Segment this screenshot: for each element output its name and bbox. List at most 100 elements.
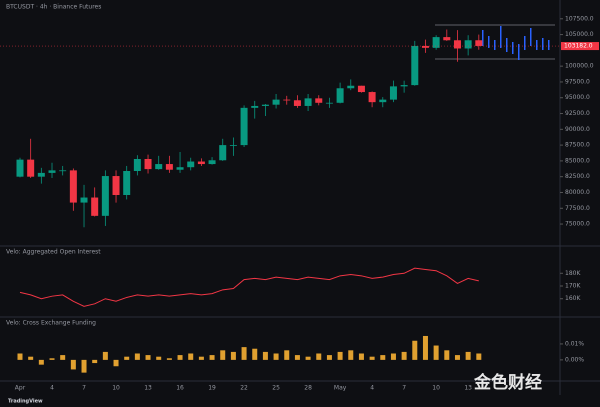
bar xyxy=(284,350,290,360)
bar xyxy=(305,356,311,360)
x-tick-label: 10 xyxy=(112,385,120,392)
price-label: 103182.0 xyxy=(564,43,593,50)
bar xyxy=(177,355,183,360)
logo: TradingView xyxy=(8,399,43,405)
bar xyxy=(262,351,268,360)
bar xyxy=(348,350,354,360)
bar xyxy=(166,358,172,360)
bar xyxy=(337,351,343,360)
x-tick-label: 13 xyxy=(464,385,472,392)
bar xyxy=(113,359,119,367)
y-tick-label: 107500.0 xyxy=(565,15,594,22)
candle-body xyxy=(155,164,163,170)
candle-body xyxy=(187,161,195,168)
candle-body xyxy=(80,197,88,203)
y-tick-label: 0.01% xyxy=(565,340,584,347)
y-tick-label: 85000.0 xyxy=(565,157,590,164)
candle-body xyxy=(283,99,291,101)
x-tick-label: Apr xyxy=(15,385,26,392)
candle-body xyxy=(475,40,483,46)
candle-body xyxy=(293,100,301,106)
bar xyxy=(412,340,418,360)
bottom-bar xyxy=(0,395,600,407)
y-tick-label: 100000.0 xyxy=(565,63,594,70)
y-tick-label: 75000.0 xyxy=(565,221,590,228)
candle-body xyxy=(304,98,312,106)
y-tick-label: 180K xyxy=(565,270,581,277)
candle-body xyxy=(400,85,408,87)
bar xyxy=(390,353,396,360)
bar xyxy=(17,353,23,360)
candle-body xyxy=(432,37,440,48)
bar xyxy=(230,351,236,360)
candle-body xyxy=(421,45,429,48)
pane-title: BTCUSDT · 4h · Binance Futures xyxy=(6,4,101,11)
x-tick-label: 25 xyxy=(272,385,280,392)
candle-body xyxy=(16,159,24,177)
pane-title: Velo: Aggregated Open Interest xyxy=(6,249,101,256)
y-tick-label: 77500.0 xyxy=(565,205,590,212)
x-tick-label: 13 xyxy=(144,385,152,392)
candle-body xyxy=(37,172,45,177)
bar xyxy=(134,353,140,360)
y-tick-label: 92500.0 xyxy=(565,110,590,117)
candle-body xyxy=(229,145,237,146)
x-tick-label: 28 xyxy=(304,385,312,392)
x-tick-label: 16 xyxy=(176,385,184,392)
candle-body xyxy=(379,99,387,103)
y-tick-label: 80000.0 xyxy=(565,189,590,196)
bar xyxy=(81,359,87,373)
candle-body xyxy=(176,167,184,170)
candle-body xyxy=(27,159,35,177)
candle-body xyxy=(325,102,333,104)
candle-body xyxy=(208,160,216,165)
bar xyxy=(401,351,407,360)
x-tick-label: 7 xyxy=(402,385,406,392)
candle-body xyxy=(112,176,120,195)
bar xyxy=(198,356,204,360)
bar xyxy=(38,359,44,365)
bar xyxy=(294,355,300,360)
x-tick-label: May xyxy=(334,385,347,392)
candle-body xyxy=(315,98,323,103)
candle-body xyxy=(357,85,365,93)
bar xyxy=(273,353,279,360)
y-tick-label: 160K xyxy=(565,295,581,302)
bar xyxy=(444,350,450,360)
x-tick-label: 4 xyxy=(370,385,374,392)
candle-body xyxy=(251,105,259,108)
y-tick-label: 95000.0 xyxy=(565,94,590,101)
candle-body xyxy=(144,159,152,170)
x-tick-label: 19 xyxy=(208,385,216,392)
bar xyxy=(145,355,151,360)
bar xyxy=(241,347,247,360)
bar xyxy=(326,355,332,360)
candle-body xyxy=(69,170,77,203)
bar xyxy=(369,356,375,360)
candle-body xyxy=(123,171,131,195)
candle-body xyxy=(219,145,227,161)
bar xyxy=(220,350,226,360)
candle-body xyxy=(411,45,419,86)
price-label-box xyxy=(561,42,599,51)
y-tick-label: 90000.0 xyxy=(565,126,590,133)
candle-body xyxy=(197,161,205,165)
bar xyxy=(188,353,194,360)
y-tick-label: 87500.0 xyxy=(565,142,590,149)
x-tick-label: 4 xyxy=(50,385,54,392)
y-tick-label: 170K xyxy=(565,283,581,290)
bar xyxy=(102,351,108,360)
candle-body xyxy=(133,159,141,171)
watermark: 金色财经 xyxy=(473,372,542,393)
candle-body xyxy=(272,99,280,105)
candle-body xyxy=(59,170,67,172)
candle-body xyxy=(368,92,376,103)
bar xyxy=(454,355,460,360)
bar xyxy=(156,356,162,360)
bar xyxy=(422,335,428,360)
candle-body xyxy=(240,107,248,146)
bar xyxy=(49,358,55,360)
